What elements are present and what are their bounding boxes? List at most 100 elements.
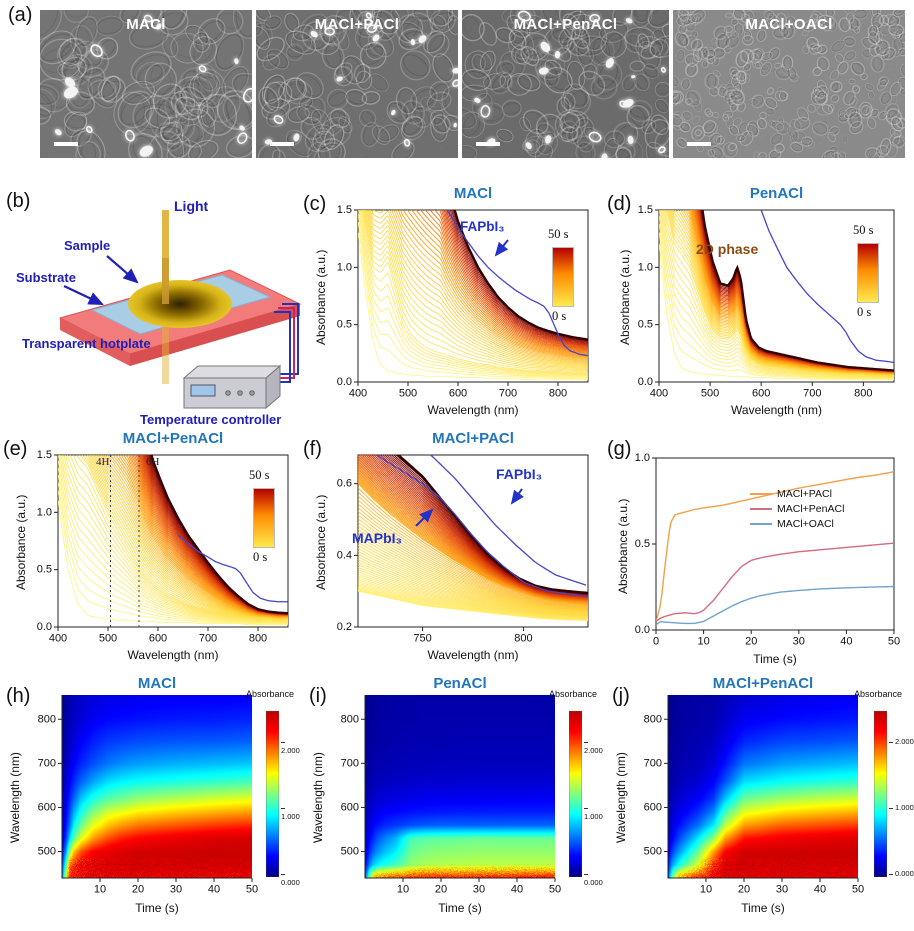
hotplate-front [60,318,130,366]
micrograph-title: MACl+PACl [314,16,400,33]
chart-canvas-f [300,430,610,675]
annotation-mapbi3: MAPbI₃ [352,530,403,546]
chart-canvas-j [606,675,911,931]
colorbar-tick: 1.000 [584,803,608,821]
colorbar-bottom-label: 0 s [552,309,567,323]
panel-e: (e) MACl+PenACl Absorbance (a.u.) Wavele… [0,430,310,675]
micrograph-title: MACl+OACl [745,16,833,33]
panel-i: (i) PenACl Wavelength (nm) Time (s) Abso… [303,675,608,931]
y-axis-label: Absorbance (a.u.) [618,249,632,345]
panel-label-c: (c) [303,193,327,215]
setup-diagram-shapes [58,210,302,410]
annotation-arrow-icon [510,488,524,505]
jet-colorbar [874,711,887,877]
chart-title: MACl+PenACl [712,675,814,692]
colorbar-tick: 0.000 [889,869,914,878]
colorbar-tick: 1.000 [281,803,305,821]
legend-item: MACl+PenACl [750,501,844,516]
legend-swatch [750,522,772,525]
micrograph-macl-oacl: MACl+OACl [673,10,905,158]
x-axis-label: Time (s) [753,652,797,666]
panel-d: (d) PenACl Absorbance (a.u.) Wavelength … [604,185,914,430]
chart-title: MACl [137,675,177,692]
panel-h: (h) MACl Wavelength (nm) Time (s) Absorb… [0,675,305,931]
colorbar-bottom-label: 0 s [857,305,872,319]
panel-label-f: (f) [303,438,322,460]
panel-label-e: (e) [3,438,28,460]
colorbar-title: Absorbance [245,689,295,699]
legend-item: MACl+OACl [750,516,844,531]
micrograph-macl-penacl: MACl+PenACl [462,10,669,158]
y-axis-label: Absorbance (a.u.) [616,498,630,594]
x-axis-label: Time (s) [135,901,179,915]
x-axis-label: Time (s) [438,901,482,915]
label-controller: Temperature controller [140,412,282,427]
legend-label: MACl+PACl [777,487,832,500]
colorbar-tick: 2.000 [889,737,914,746]
time-colorbar [857,243,879,303]
legend-label: MACl+PenACl [777,502,845,515]
colorbar-title: Absorbance [853,689,903,699]
micrograph-image [256,10,458,158]
y-axis-label: Wavelength (nm) [614,752,628,843]
chart-canvas-d [604,185,914,430]
label-sample: Sample [64,238,111,253]
time-colorbar [253,488,275,548]
colorbar-tick: 1.000 [889,803,914,812]
annotation-fapbi3: FAPbI₃ [460,219,505,234]
y-axis-label: Absorbance (a.u.) [314,494,328,590]
panel-label-j: (j) [612,685,630,707]
legend-swatch [750,492,772,495]
chart-canvas-h [0,675,305,931]
micrograph-title: MACl [126,16,166,33]
controller-knob [225,390,231,396]
colorbar-top-label: 50 s [853,223,874,237]
controller-display [190,384,216,397]
chart-canvas-e [0,430,310,675]
hotplate-side [130,304,300,366]
setup-diagram: Light Sample Substrate Transparent hotpl… [12,198,304,430]
scale-bar [687,142,711,146]
y-axis-label: Wavelength (nm) [311,752,325,843]
x-axis-label: Wavelength (nm) [731,403,822,417]
time-colorbar [552,247,574,307]
label-substrate: Substrate [16,270,76,285]
colorbar-tick: 0.000 [281,869,305,887]
y-axis-label: Absorbance (a.u.) [14,494,28,590]
chart-title: MACl+PenACl [122,430,224,447]
chart-canvas-g [604,430,914,675]
light-beam-core [162,258,169,304]
annotation-fapbi3: FAPbI₃ [496,466,543,482]
chart-title: PenACl [433,675,487,692]
colorbar-tick: 0.000 [584,869,608,887]
micrograph-image [673,10,905,158]
annotation-arrow-icon [494,239,509,257]
annotation-4h: 4H [96,456,110,468]
y-axis-label: Wavelength (nm) [8,752,22,843]
panel-f: (f) MACl+PACl Absorbance (a.u.) Waveleng… [300,430,610,675]
chart-title: PenACl [749,185,804,202]
scale-bar [54,142,78,146]
colorbar-top-label: 50 s [548,227,569,241]
x-axis-label: Wavelength (nm) [427,648,519,662]
label-hotplate: Transparent hotplate [22,336,151,351]
x-axis-label: Wavelength (nm) [127,648,219,662]
x-axis-label: Wavelength (nm) [427,403,519,417]
legend-swatch [750,507,772,510]
panel-j: (j) MACl+PenACl Wavelength (nm) Time (s)… [606,675,914,931]
panel-label-i: (i) [309,685,327,707]
micrograph-macl-pacl: MACl+PACl [256,10,458,158]
label-light: Light [174,198,209,214]
colorbar-tick: 2.000 [584,737,608,755]
light-beam [162,210,169,302]
micrograph-title: MACl+PenACl [513,16,618,33]
sample-arrow-icon [106,255,139,284]
micrograph-image [40,10,252,158]
panel-label-g: (g) [607,438,632,460]
panel-label-a: (a) [8,4,33,26]
micrograph-macl: MACl [40,10,252,158]
chart-title: MACl+PACl [432,430,514,447]
colorbar-bottom-label: 0 s [253,550,268,564]
colorbar-tick: 2.000 [281,737,305,755]
